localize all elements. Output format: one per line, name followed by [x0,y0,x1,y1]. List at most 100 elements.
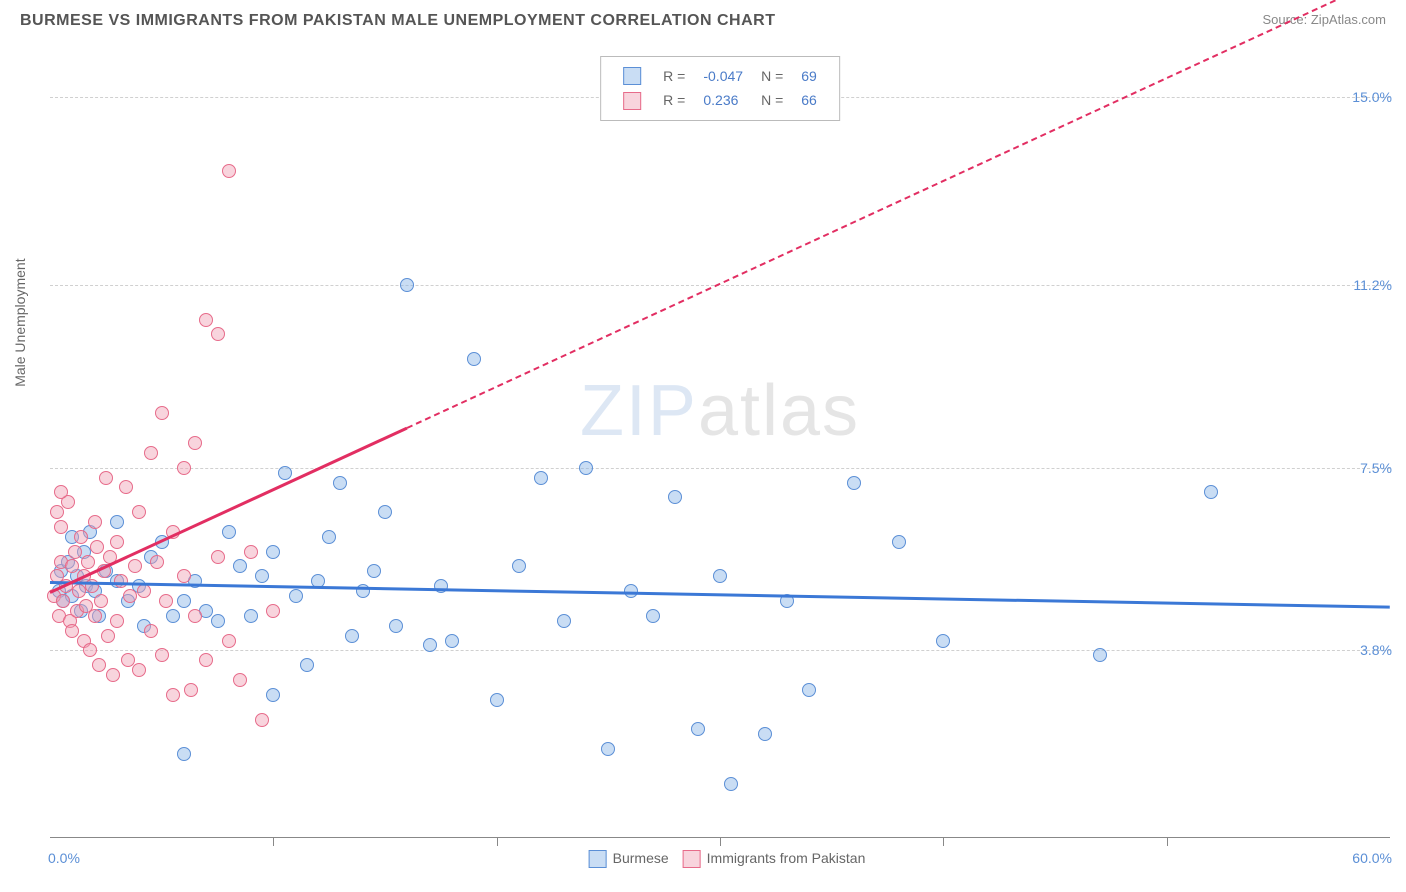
scatter-point [668,490,682,504]
scatter-point [144,446,158,460]
scatter-point [758,727,772,741]
scatter-point [81,555,95,569]
scatter-point [211,550,225,564]
scatter-point [847,476,861,490]
scatter-point [123,589,137,603]
scatter-point [54,485,68,499]
scatter-point [83,643,97,657]
scatter-point [88,515,102,529]
scatter-point [99,471,113,485]
scatter-point [155,406,169,420]
legend-r-value: -0.047 [695,65,751,87]
scatter-point [50,505,64,519]
scatter-point [490,693,504,707]
scatter-point [646,609,660,623]
scatter-point [68,545,82,559]
chart-title: BURMESE VS IMMIGRANTS FROM PAKISTAN MALE… [20,12,775,30]
scatter-point [378,505,392,519]
legend-r-label: R = [655,89,693,111]
scatter-point [255,713,269,727]
legend-r-label: R = [655,65,693,87]
scatter-point [233,673,247,687]
scatter-point [802,683,816,697]
legend-swatch [683,850,701,868]
legend-n-label: N = [753,65,791,87]
scatter-point [110,515,124,529]
scatter-point [132,663,146,677]
scatter-point [211,327,225,341]
scatter-point [266,688,280,702]
legend-n-label: N = [753,89,791,111]
scatter-point [106,668,120,682]
legend-row: R =0.236N =66 [615,89,825,111]
scatter-point [724,777,738,791]
scatter-point [54,520,68,534]
scatter-point [90,540,104,554]
chart-area: Male Unemployment 3.8%7.5%11.2%15.0% ZIP… [50,48,1390,838]
scatter-point [423,638,437,652]
gridline [50,468,1390,469]
gridline [50,285,1390,286]
legend-n-value: 66 [793,89,825,111]
scatter-point [300,658,314,672]
x-tick [720,838,721,846]
series-legend: BurmeseImmigrants from Pakistan [575,850,866,868]
scatter-point [184,683,198,697]
scatter-point [266,545,280,559]
scatter-point [177,461,191,475]
scatter-point [400,278,414,292]
scatter-point [128,559,142,573]
scatter-point [150,555,164,569]
trend-line [49,427,408,594]
y-axis-label: Male Unemployment [12,258,28,386]
scatter-point [557,614,571,628]
scatter-point [467,352,481,366]
x-tick [1167,838,1168,846]
scatter-point [177,747,191,761]
scatter-point [534,471,548,485]
scatter-point [266,604,280,618]
correlation-legend: R =-0.047N =69R =0.236N =66 [600,56,840,121]
scatter-point [322,530,336,544]
x-axis [50,837,1390,838]
scatter-point [119,480,133,494]
scatter-point [278,466,292,480]
scatter-point [333,476,347,490]
y-tick-label: 15.0% [1352,89,1392,105]
scatter-point [445,634,459,648]
y-tick-label: 3.8% [1360,642,1392,658]
scatter-point [166,609,180,623]
scatter-point [367,564,381,578]
scatter-point [188,609,202,623]
scatter-point [94,594,108,608]
y-tick-label: 11.2% [1353,277,1392,293]
x-axis-max: 60.0% [1352,850,1392,866]
scatter-point [199,653,213,667]
scatter-point [601,742,615,756]
scatter-point [289,589,303,603]
scatter-point [92,658,106,672]
scatter-point [177,594,191,608]
scatter-point [72,584,86,598]
scatter-point [101,629,115,643]
scatter-point [345,629,359,643]
gridline [50,650,1390,651]
scatter-point [713,569,727,583]
scatter-point [222,634,236,648]
scatter-point [159,594,173,608]
trend-line [407,0,1390,428]
scatter-point [233,559,247,573]
scatter-point [222,164,236,178]
scatter-point [132,505,146,519]
scatter-point [389,619,403,633]
legend-series-label: Immigrants from Pakistan [707,850,866,866]
scatter-point [144,624,158,638]
scatter-point [1204,485,1218,499]
legend-swatch [623,92,641,110]
scatter-point [936,634,950,648]
scatter-point [74,530,88,544]
scatter-point [155,648,169,662]
legend-swatch [623,67,641,85]
source-citation: Source: ZipAtlas.com [1262,12,1386,30]
scatter-point [110,535,124,549]
